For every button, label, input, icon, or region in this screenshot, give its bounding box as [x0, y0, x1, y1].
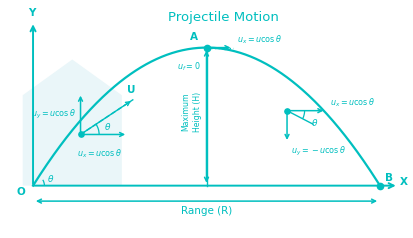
Text: $u_x = u\cos\theta$: $u_x = u\cos\theta$: [237, 34, 282, 46]
Text: Maximum
Height (H): Maximum Height (H): [181, 92, 202, 132]
Text: $\theta$: $\theta$: [47, 173, 54, 184]
Text: $u_y = -u\cos\theta$: $u_y = -u\cos\theta$: [291, 145, 346, 158]
Text: $u_x = u\cos\theta$: $u_x = u\cos\theta$: [76, 148, 122, 160]
Text: B: B: [385, 173, 393, 183]
Text: Y: Y: [28, 8, 36, 18]
Text: X: X: [400, 177, 408, 187]
Text: A: A: [190, 32, 198, 42]
Text: Projectile Motion: Projectile Motion: [168, 11, 278, 24]
Text: $u_f = 0$: $u_f = 0$: [177, 61, 200, 73]
Polygon shape: [23, 60, 122, 186]
Text: $\theta$: $\theta$: [311, 117, 318, 128]
Text: O: O: [17, 187, 26, 197]
Text: Range (R): Range (R): [181, 206, 232, 216]
Text: U: U: [127, 85, 135, 95]
Text: $u_x = u\cos\theta$: $u_x = u\cos\theta$: [330, 97, 375, 109]
Text: $\theta$: $\theta$: [104, 121, 112, 132]
Text: $u_y = u\cos\theta$: $u_y = u\cos\theta$: [31, 108, 76, 121]
